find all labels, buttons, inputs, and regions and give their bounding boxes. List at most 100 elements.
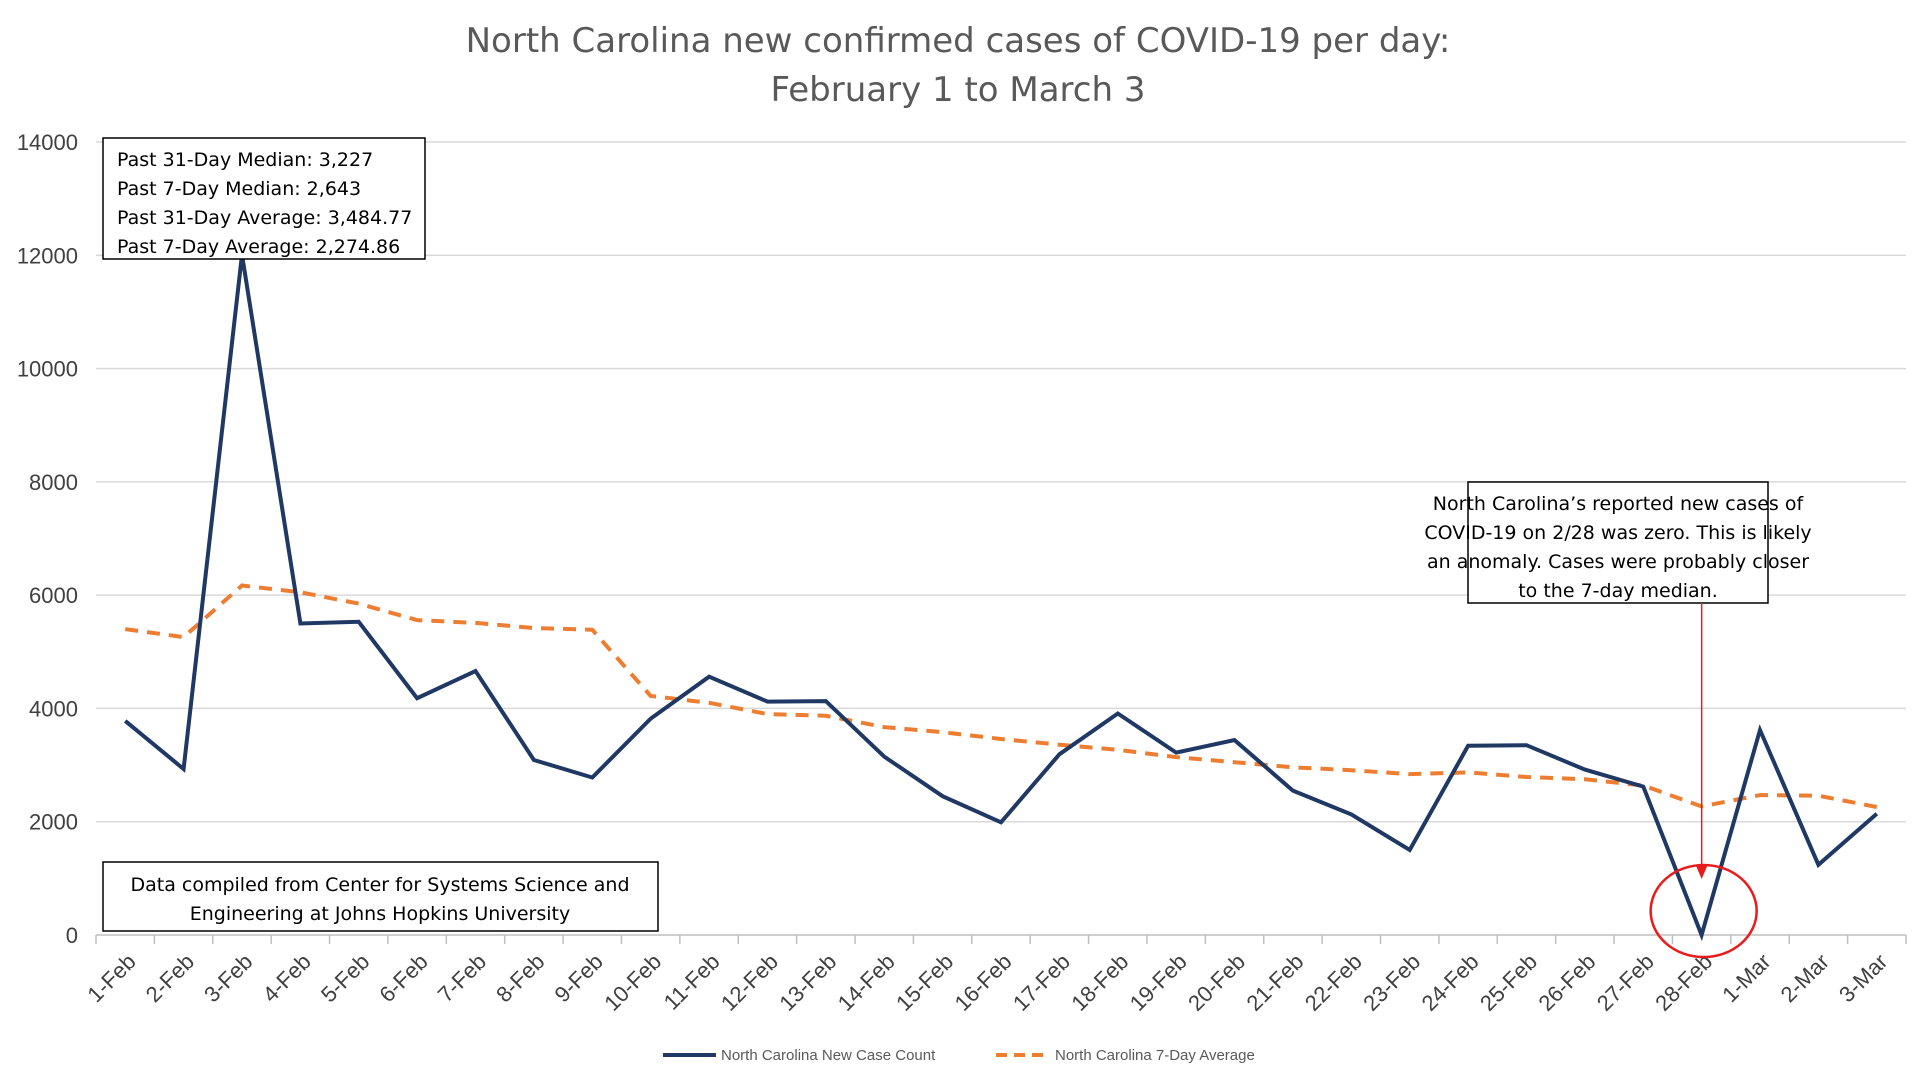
x-tick-label-14-Feb: 14-Feb (833, 949, 900, 1016)
x-tick-label-25-Feb: 25-Feb (1475, 949, 1542, 1016)
data-point-count-11-Feb (707, 675, 711, 679)
data-point-avg-10-Feb (649, 694, 653, 698)
data-point-avg-21-Feb (1291, 765, 1295, 769)
data-point-avg-20-Feb (1233, 760, 1237, 764)
x-tick-label-4-Feb: 4-Feb (258, 949, 316, 1007)
source-line-1: Data compiled from Center for Systems Sc… (130, 874, 629, 896)
stats-line-7-day-median: Past 7-Day Median: 2,643 (117, 178, 361, 200)
x-tick-label-28-Feb: 28-Feb (1650, 949, 1717, 1016)
x-tick-label-5-Feb: 5-Feb (316, 949, 374, 1007)
x-tick-label-22-Feb: 22-Feb (1300, 949, 1367, 1016)
x-axis-labels: 1-Feb 2-Feb 3-Feb 4-Feb 5-Feb 6-Feb 7-Feb 8-Feb… (82, 949, 1892, 1016)
data-point-avg-14-Feb (882, 725, 886, 729)
x-tick-label-15-Feb: 15-Feb (891, 949, 958, 1016)
y-tick-label-10000: 10000 (17, 357, 78, 382)
data-point-count-16-Feb (999, 820, 1003, 824)
anomaly-line-2: COVID-19 on 2/28 was zero. This is likel… (1424, 522, 1811, 544)
data-point-count-9-Feb (590, 776, 594, 780)
x-tick-label-1-Mar: 1-Mar (1717, 949, 1775, 1007)
x-tick-label-8-Feb: 8-Feb (491, 949, 549, 1007)
x-tick-label-6-Feb: 6-Feb (374, 949, 432, 1007)
anomaly-highlight-circle (1649, 863, 1758, 959)
x-tick-label-27-Feb: 27-Feb (1592, 949, 1659, 1016)
stats-annotation-box (102, 137, 426, 260)
data-point-avg-25-Feb (1524, 775, 1528, 779)
series-7-day-average-line (124, 583, 1878, 809)
data-point-avg-16-Feb (999, 737, 1003, 741)
stats-line-31-day-average: Past 31-Day Average: 3,484.77 (117, 207, 412, 229)
data-point-count-1-Mar (1758, 728, 1762, 732)
x-tick-label-2-Feb: 2-Feb (141, 949, 199, 1007)
stats-line-7-day-average: Past 7-Day Average: 2,274.86 (117, 236, 400, 258)
anomaly-annotation: North Carolina’s reported new cases of C… (1424, 481, 1812, 604)
data-point-count-12-Feb (765, 700, 769, 704)
x-tick-label-17-Feb: 17-Feb (1008, 949, 1075, 1016)
x-tick-label-10-Feb: 10-Feb (599, 949, 666, 1016)
data-point-avg-22-Feb (1349, 768, 1353, 772)
data-point-count-14-Feb (882, 755, 886, 759)
source-line-2: Engineering at Johns Hopkins University (190, 903, 571, 925)
data-point-count-24-Feb (1466, 744, 1470, 748)
x-tick-label-12-Feb: 12-Feb (716, 949, 783, 1016)
chart-title-line-1: North Carolina new confirmed cases of CO… (466, 21, 1451, 61)
x-tick-label-24-Feb: 24-Feb (1417, 949, 1484, 1016)
legend-new-case-count-label: North Carolina New Case Count (721, 1047, 936, 1064)
x-tick-label-19-Feb: 19-Feb (1125, 949, 1192, 1016)
data-point-avg-28-Feb (1700, 804, 1704, 808)
data-point-avg-8-Feb (532, 626, 536, 630)
data-point-count-8-Feb (532, 758, 536, 762)
anomaly-arrowhead (1695, 865, 1708, 879)
data-point-count-20-Feb (1233, 738, 1237, 742)
chart-title-line-2: February 1 to March 3 (771, 70, 1146, 110)
data-point-avg-18-Feb (1116, 748, 1120, 752)
data-point-count-15-Feb (941, 794, 945, 798)
data-point-count-3-Feb (240, 253, 244, 257)
data-point-avg-1-Mar (1758, 793, 1762, 797)
anomaly-line-1: North Carolina’s reported new cases of (1433, 493, 1805, 515)
data-point-avg-4-Feb (298, 590, 302, 594)
data-point-count-17-Feb (1057, 752, 1061, 756)
x-tick-label-11-Feb: 11-Feb (659, 949, 725, 1015)
y-tick-label-6000: 6000 (29, 583, 78, 608)
x-tick-label-3-Mar: 3-Mar (1834, 949, 1892, 1007)
data-point-count-26-Feb (1583, 768, 1587, 772)
legend: North Carolina New Case Count North Caro… (663, 1047, 1255, 1064)
data-point-avg-5-Feb (357, 602, 361, 606)
x-tick-label-20-Feb: 20-Feb (1183, 949, 1250, 1016)
x-tick-label-7-Feb: 7-Feb (433, 949, 491, 1007)
data-point-count-5-Feb (357, 620, 361, 624)
data-point-avg-11-Feb (707, 701, 711, 705)
data-point-count-13-Feb (824, 699, 828, 703)
data-point-count-4-Feb (298, 621, 302, 625)
x-tick-label-13-Feb: 13-Feb (774, 949, 841, 1016)
data-point-avg-12-Feb (765, 712, 769, 716)
data-point-count-23-Feb (1408, 848, 1412, 852)
data-point-count-22-Feb (1349, 812, 1353, 816)
y-tick-label-14000: 14000 (17, 130, 78, 155)
data-point-count-7-Feb (474, 669, 478, 673)
data-point-avg-2-Feb (182, 635, 186, 639)
anomaly-annotation-box (1467, 481, 1769, 604)
anomaly-line-4: to the 7-day median. (1518, 580, 1718, 602)
x-tick-label-16-Feb: 16-Feb (950, 949, 1017, 1016)
data-point-count-21-Feb (1291, 789, 1295, 793)
data-point-avg-7-Feb (474, 621, 478, 625)
stats-annotation: Past 31-Day Median: 3,227 Past 7-Day Med… (102, 137, 426, 260)
data-point-avg-23-Feb (1408, 772, 1412, 776)
source-annotation-box (102, 861, 659, 932)
data-point-avg-9-Feb (590, 628, 594, 632)
data-point-count-1-Feb (123, 719, 127, 723)
data-point-count-10-Feb (649, 717, 653, 721)
data-point-avg-3-Mar (1875, 805, 1879, 809)
data-point-count-19-Feb (1174, 751, 1178, 755)
y-tick-label-12000: 12000 (17, 243, 78, 268)
data-point-count-3-Mar (1875, 812, 1879, 816)
data-point-count-2-Feb (182, 767, 186, 771)
x-tick-label-3-Feb: 3-Feb (199, 949, 257, 1007)
y-tick-label-8000: 8000 (29, 470, 78, 495)
data-point-avg-17-Feb (1057, 743, 1061, 747)
data-point-count-28-Feb (1700, 933, 1704, 937)
data-point-count-6-Feb (415, 696, 419, 700)
data-point-avg-3-Feb (240, 584, 244, 588)
